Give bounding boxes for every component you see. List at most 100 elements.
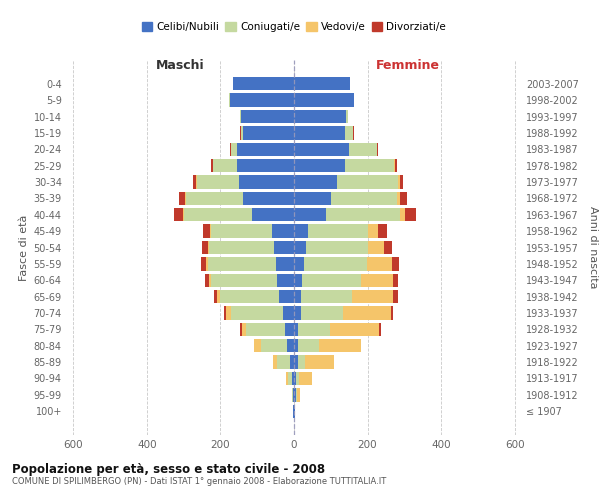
Bar bbox=[203, 224, 210, 238]
Bar bbox=[193, 176, 196, 188]
Bar bbox=[288, 372, 292, 385]
Bar bbox=[290, 356, 294, 369]
Bar bbox=[273, 356, 277, 369]
Bar bbox=[377, 142, 378, 156]
Bar bbox=[211, 224, 272, 238]
Bar bbox=[397, 192, 400, 205]
Bar bbox=[293, 404, 294, 418]
Bar bbox=[294, 257, 304, 270]
Bar bbox=[294, 404, 295, 418]
Bar bbox=[205, 274, 209, 287]
Bar bbox=[298, 322, 329, 336]
Bar bbox=[337, 176, 398, 188]
Bar bbox=[242, 322, 246, 336]
Bar bbox=[391, 306, 393, 320]
Bar bbox=[179, 192, 185, 205]
Bar bbox=[301, 290, 352, 304]
Legend: Celibi/Nubili, Coniugati/e, Vedovi/e, Divorziati/e: Celibi/Nubili, Coniugati/e, Vedovi/e, Di… bbox=[140, 20, 448, 34]
Bar bbox=[294, 356, 298, 369]
Bar bbox=[285, 322, 294, 336]
Text: Maschi: Maschi bbox=[155, 60, 205, 72]
Bar bbox=[254, 339, 261, 352]
Bar bbox=[294, 372, 296, 385]
Bar bbox=[230, 142, 231, 156]
Bar bbox=[306, 241, 368, 254]
Bar bbox=[209, 241, 274, 254]
Bar bbox=[294, 192, 331, 205]
Bar bbox=[210, 224, 211, 238]
Bar bbox=[202, 241, 208, 254]
Bar bbox=[393, 274, 398, 287]
Bar bbox=[294, 274, 302, 287]
Bar bbox=[294, 176, 337, 188]
Bar bbox=[174, 208, 183, 222]
Bar bbox=[352, 290, 393, 304]
Bar bbox=[252, 208, 294, 222]
Bar bbox=[345, 126, 353, 140]
Bar bbox=[398, 176, 400, 188]
Bar bbox=[368, 224, 378, 238]
Bar bbox=[296, 372, 299, 385]
Bar bbox=[239, 176, 294, 188]
Bar bbox=[232, 306, 283, 320]
Bar bbox=[241, 110, 294, 123]
Bar bbox=[367, 257, 392, 270]
Bar bbox=[275, 257, 294, 270]
Bar bbox=[294, 224, 308, 238]
Bar bbox=[294, 94, 353, 107]
Bar bbox=[294, 306, 301, 320]
Bar bbox=[261, 339, 287, 352]
Bar bbox=[230, 94, 294, 107]
Bar bbox=[292, 372, 294, 385]
Bar bbox=[302, 274, 361, 287]
Bar bbox=[392, 257, 399, 270]
Bar bbox=[331, 192, 397, 205]
Bar bbox=[242, 126, 294, 140]
Bar bbox=[206, 257, 208, 270]
Bar bbox=[283, 306, 294, 320]
Bar bbox=[378, 224, 387, 238]
Bar bbox=[224, 306, 226, 320]
Bar bbox=[185, 192, 242, 205]
Bar bbox=[405, 208, 416, 222]
Bar bbox=[361, 274, 393, 287]
Bar bbox=[299, 372, 311, 385]
Bar bbox=[213, 159, 237, 172]
Bar bbox=[294, 126, 345, 140]
Y-axis label: Anni di nascita: Anni di nascita bbox=[589, 206, 598, 289]
Bar bbox=[208, 241, 209, 254]
Bar bbox=[211, 159, 213, 172]
Bar bbox=[214, 290, 217, 304]
Bar bbox=[296, 388, 300, 402]
Bar bbox=[353, 94, 355, 107]
Bar bbox=[274, 241, 294, 254]
Bar bbox=[384, 241, 392, 254]
Bar bbox=[286, 372, 288, 385]
Bar bbox=[233, 77, 294, 90]
Bar bbox=[294, 142, 349, 156]
Bar bbox=[346, 110, 348, 123]
Bar bbox=[368, 241, 384, 254]
Bar bbox=[211, 274, 277, 287]
Bar bbox=[400, 192, 407, 205]
Bar bbox=[208, 257, 275, 270]
Bar bbox=[308, 224, 368, 238]
Bar bbox=[277, 356, 290, 369]
Y-axis label: Fasce di età: Fasce di età bbox=[19, 214, 29, 280]
Bar bbox=[294, 159, 345, 172]
Bar bbox=[232, 142, 237, 156]
Bar bbox=[395, 159, 397, 172]
Bar bbox=[217, 290, 220, 304]
Bar bbox=[240, 322, 242, 336]
Bar bbox=[293, 388, 294, 402]
Bar bbox=[394, 159, 395, 172]
Bar bbox=[379, 322, 381, 336]
Bar bbox=[343, 306, 391, 320]
Bar bbox=[197, 176, 239, 188]
Bar bbox=[294, 241, 306, 254]
Bar bbox=[241, 126, 242, 140]
Bar bbox=[184, 208, 252, 222]
Bar bbox=[294, 77, 350, 90]
Text: COMUNE DI SPILIMBERGO (PN) - Dati ISTAT 1° gennaio 2008 - Elaborazione TUTTITALI: COMUNE DI SPILIMBERGO (PN) - Dati ISTAT … bbox=[12, 478, 386, 486]
Bar bbox=[226, 306, 232, 320]
